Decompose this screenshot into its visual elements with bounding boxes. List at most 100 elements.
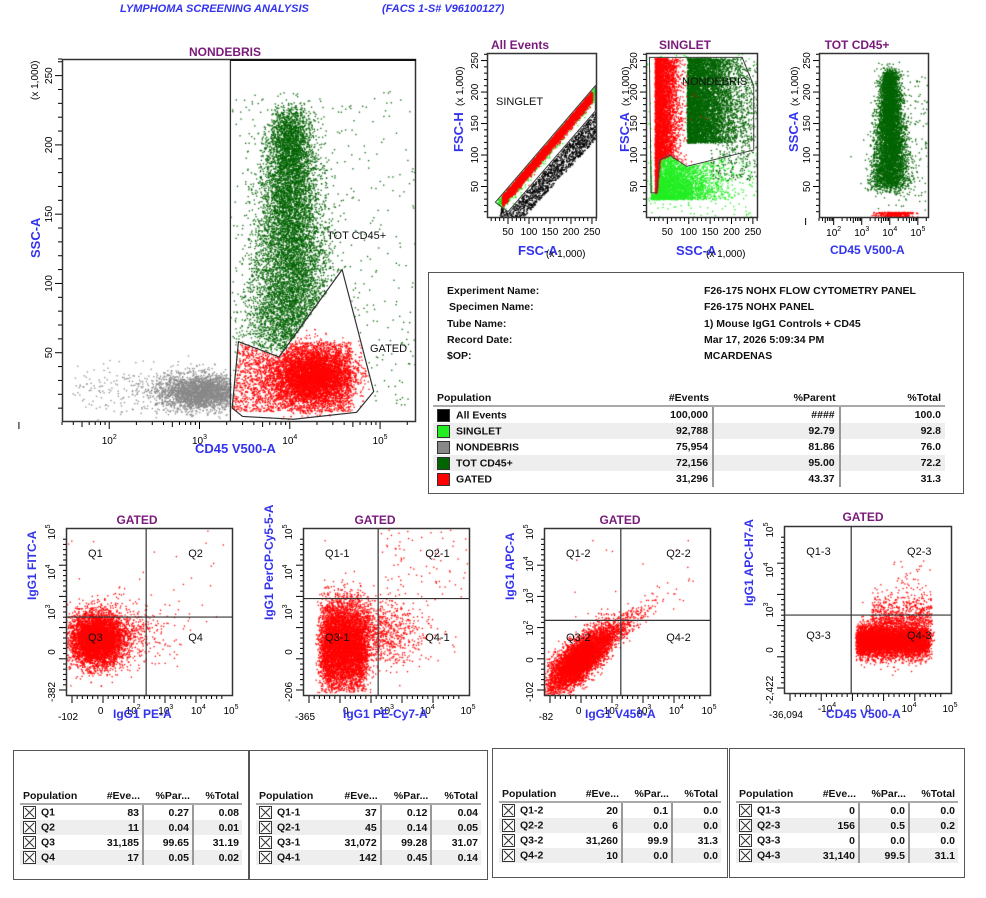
total-cell: 31.3 (920, 473, 941, 485)
x-tick-label: 100 (680, 227, 697, 238)
population-cell: TOT CD45+ (433, 455, 591, 471)
x-axis-label: IgG1 PE-A (113, 707, 172, 721)
plot-frame (543, 527, 712, 697)
plot-frame (818, 52, 930, 219)
quadrant-stats-table: Population #Eve... %Par... %Total Q1-3 0 0.0 0.… (736, 787, 958, 863)
events-cell: 100,000 (591, 406, 715, 423)
population-name: Q3-1 (277, 836, 301, 849)
x-axis-label: IgG1 V450-A (585, 707, 656, 721)
y-axis-label: IgG1 FITC-A (25, 530, 39, 600)
total-cell: 0.14 (431, 850, 481, 865)
x-tick-label: 104 (882, 226, 897, 239)
x-tick-label: 200 (723, 227, 740, 238)
x-tick-label: 0 (343, 706, 349, 717)
gate-label-nondebris: NONDEBRIS (682, 76, 748, 88)
field-label: Experiment Name: (447, 285, 540, 297)
events-cell: 72,156 (591, 455, 715, 471)
y-axis-label: IgG1 PerCP-Cy5-5-A (262, 504, 276, 620)
quadrant-label: Q2-3 (907, 546, 932, 559)
parent-cell: 99.65 (143, 835, 194, 850)
population-cell: NONDEBRIS (433, 439, 591, 455)
x-tick-label: 103 (854, 226, 869, 239)
parent-cell: 99.28 (380, 835, 433, 850)
y-tick-label: 104 (763, 562, 776, 577)
population-cell: Q2-1 (256, 820, 332, 835)
y-tick-label: 100 (470, 146, 481, 163)
plot-frame (302, 527, 471, 697)
col-header: #Eve... (810, 787, 859, 803)
x-tick-label: 104 (669, 704, 684, 717)
y-scale-label: (x 1,000) (790, 66, 801, 106)
plot-overlay: 50 50 100 100 150 150 200 200 250 250 (629, 52, 762, 238)
y-tick-label: 103 (282, 604, 295, 619)
y-axis-label: SSC-A (28, 217, 43, 258)
quadrant-label: Q3-3 (806, 630, 831, 643)
population-cell: Q1-3 (736, 802, 810, 818)
events-cell: 0 (810, 833, 860, 848)
x-scale-label: (x 1,000) (546, 249, 586, 260)
population-name: Q4-1 (277, 851, 301, 864)
parent-cell: 0.1 (622, 802, 673, 818)
population-cell: Q3-2 (499, 833, 573, 848)
quadrant-gate-icon (739, 819, 752, 832)
quadrant-scatter-plot[interactable]: -36,094 -104 0 104 105 -2,422 0 103 104 105 (763, 522, 958, 721)
x-tick-label: 50 (662, 227, 674, 238)
x-tick-label: 200 (563, 227, 580, 238)
events-cell: 17 (94, 850, 144, 865)
col-header: %Par... (622, 787, 672, 803)
x-tick-label: 250 (745, 227, 762, 238)
table-row: SINGLET 92,788 92.79 92.8 (433, 423, 945, 439)
col-header: %Total (431, 789, 481, 805)
col-header: %Total (839, 391, 945, 407)
table-row: Q1-3 0 0.0 0.0 (736, 802, 958, 818)
population-name: Q1-1 (277, 806, 301, 819)
col-header: %Par... (380, 789, 432, 805)
total-cell: 100.0 (914, 409, 941, 421)
quadrant-scatter-plot[interactable]: -102 0 102 103 104 105 -382 0 103 104 105 (45, 524, 239, 723)
parent-cell: 0.45 (380, 850, 433, 865)
population-name: Q4-3 (757, 849, 781, 862)
plot-title-singlet: SINGLET (658, 38, 711, 52)
events-cell: 83 (94, 804, 144, 820)
total-cell: 0.05 (431, 820, 481, 835)
nondebris-scatter-plot[interactable]: 50 100 150 200 250 102 103 104 105 (18, 58, 417, 447)
events-cell: 31,296 (591, 471, 715, 487)
y-tick-label: -102 (525, 682, 536, 702)
events-cell: 45 (331, 820, 382, 835)
table-row: Q4-2 10 0.0 0.0 (499, 848, 721, 863)
x-tick-label: 250 (584, 227, 601, 238)
population-name: Q1 (41, 806, 56, 819)
col-header: Population (499, 787, 574, 803)
plot-overlay: 50 50 100 100 150 150 200 200 250 250 (470, 52, 601, 238)
y-tick-label: 50 (629, 181, 640, 193)
total-cell: 0.01 (192, 820, 242, 835)
quadrant-label: Q2 (188, 548, 203, 561)
parent-cell: 99.9 (622, 833, 673, 848)
col-header: #Eve... (331, 789, 381, 805)
y-axis-label: SSC-A (786, 111, 801, 152)
plot-title-gated: GATED (354, 513, 396, 527)
x-tick-label: 104 (282, 434, 297, 447)
plot-title-tot-cd45: TOT CD45+ (824, 38, 890, 52)
population-cell: GATED (433, 471, 591, 487)
events-cell: 6 (573, 818, 623, 833)
y-tick-label: -206 (284, 682, 295, 702)
tot-cd45-scatter-plot[interactable]: 50 100 150 200 250 102 103 104 105 (802, 52, 930, 239)
events-cell: 10 (573, 848, 623, 863)
field-value: 1) Mouse IgG1 Controls + CD45 (704, 318, 861, 330)
parent-cell: 0.05 (143, 850, 194, 865)
x-tick-label: 102 (102, 434, 117, 447)
population-color-swatch (437, 408, 450, 422)
total-cell: 0.04 (457, 806, 478, 819)
col-header: %Total (192, 789, 242, 805)
all-events-scatter-plot[interactable]: 50 50 100 100 150 150 200 200 250 250 (470, 52, 601, 238)
report-title: LYMPHOMA SCREENING ANALYSIS (120, 3, 309, 15)
x-tick-label: -365 (295, 712, 315, 723)
x-tick-label: 104 (191, 704, 206, 717)
singlet-scatter-plot[interactable]: 50 50 100 100 150 150 200 200 250 250 (629, 52, 762, 238)
quadrant-gate-icon (739, 849, 752, 862)
instrument-id: (FACS 1-S# V96100127) (382, 3, 505, 15)
quadrant-scatter-plot[interactable]: -365 0 103 104 105 -206 0 103 104 105 (282, 524, 476, 723)
quadrant-scatter-plot[interactable]: -82 0 102 103 104 105 -102 0 102 103 104 105 (523, 524, 717, 723)
x-tick-label: 105 (223, 704, 238, 717)
